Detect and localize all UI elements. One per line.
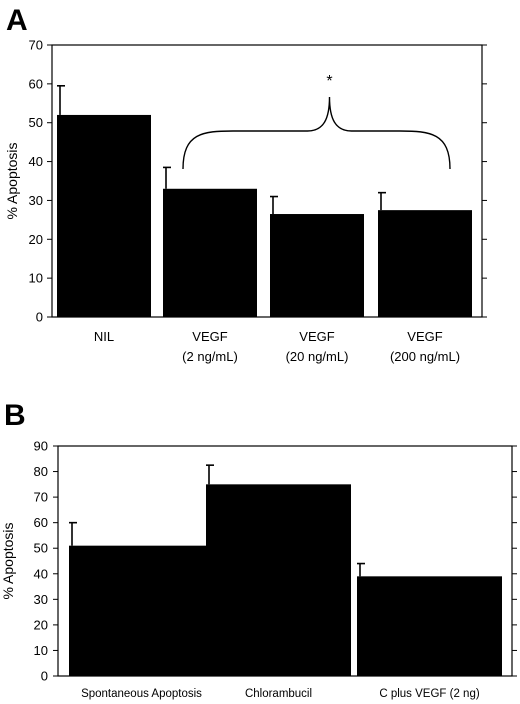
- y-tick-label: 50: [34, 541, 48, 556]
- panel-a-label: A: [6, 4, 28, 37]
- significance-star: *: [326, 73, 332, 90]
- y-tick-label: 60: [29, 76, 43, 91]
- bar: [270, 214, 364, 317]
- y-tick-label: 50: [29, 115, 43, 130]
- category-label: NIL: [94, 329, 114, 344]
- category-label: VEGF: [192, 329, 227, 344]
- y-tick-label: 10: [34, 643, 48, 658]
- category-label-line2: (200 ng/mL): [390, 349, 460, 364]
- category-label: VEGF: [407, 329, 442, 344]
- y-tick-label: 70: [29, 38, 43, 53]
- chart-a: 0 10 20 30 40 50 60 70 % Apoptosis NIL VEGF (2 ng/m…: [4, 38, 487, 364]
- y-tick-label: 60: [34, 515, 48, 530]
- y-axis-label: % Apoptosis: [4, 142, 20, 219]
- bar: [357, 576, 502, 676]
- category-label: C plus VEGF (2 ng): [379, 688, 480, 700]
- y-tick-label: 80: [34, 464, 48, 479]
- bar: [206, 484, 351, 676]
- panel-b-label: B: [4, 399, 26, 432]
- y-tick-label: 20: [29, 232, 43, 247]
- bar: [163, 188, 257, 317]
- y-tick-label: 30: [29, 193, 43, 208]
- y-tick-label: 10: [29, 271, 43, 286]
- bar: [378, 210, 472, 317]
- category-label-line2: (20 ng/mL): [286, 349, 349, 364]
- plot-frame-a: [51, 44, 483, 318]
- y-tick-label: 90: [34, 439, 48, 454]
- y-tick-label: 30: [34, 592, 48, 607]
- y-tick-label: 0: [41, 669, 48, 684]
- y-tick-label: 40: [34, 566, 48, 581]
- category-label: Chlorambucil: [245, 688, 312, 700]
- bar: [69, 545, 214, 676]
- y-tick-label: 0: [36, 310, 43, 325]
- significance-brace: [182, 96, 451, 170]
- category-label: VEGF: [299, 329, 334, 344]
- y-tick-label: 20: [34, 617, 48, 632]
- y-tick-label: 70: [34, 490, 48, 505]
- y-axis-label: % Apoptosis: [0, 522, 16, 599]
- y-tick-label: 40: [29, 154, 43, 169]
- bar: [57, 114, 151, 317]
- category-label-line2: (2 ng/mL): [182, 349, 238, 364]
- category-label: Spontaneous Apoptosis: [81, 688, 202, 700]
- chart-b: 0 10 20 30 40 50 60 70 80 90 % Apoptosis Spontaneou…: [0, 439, 517, 700]
